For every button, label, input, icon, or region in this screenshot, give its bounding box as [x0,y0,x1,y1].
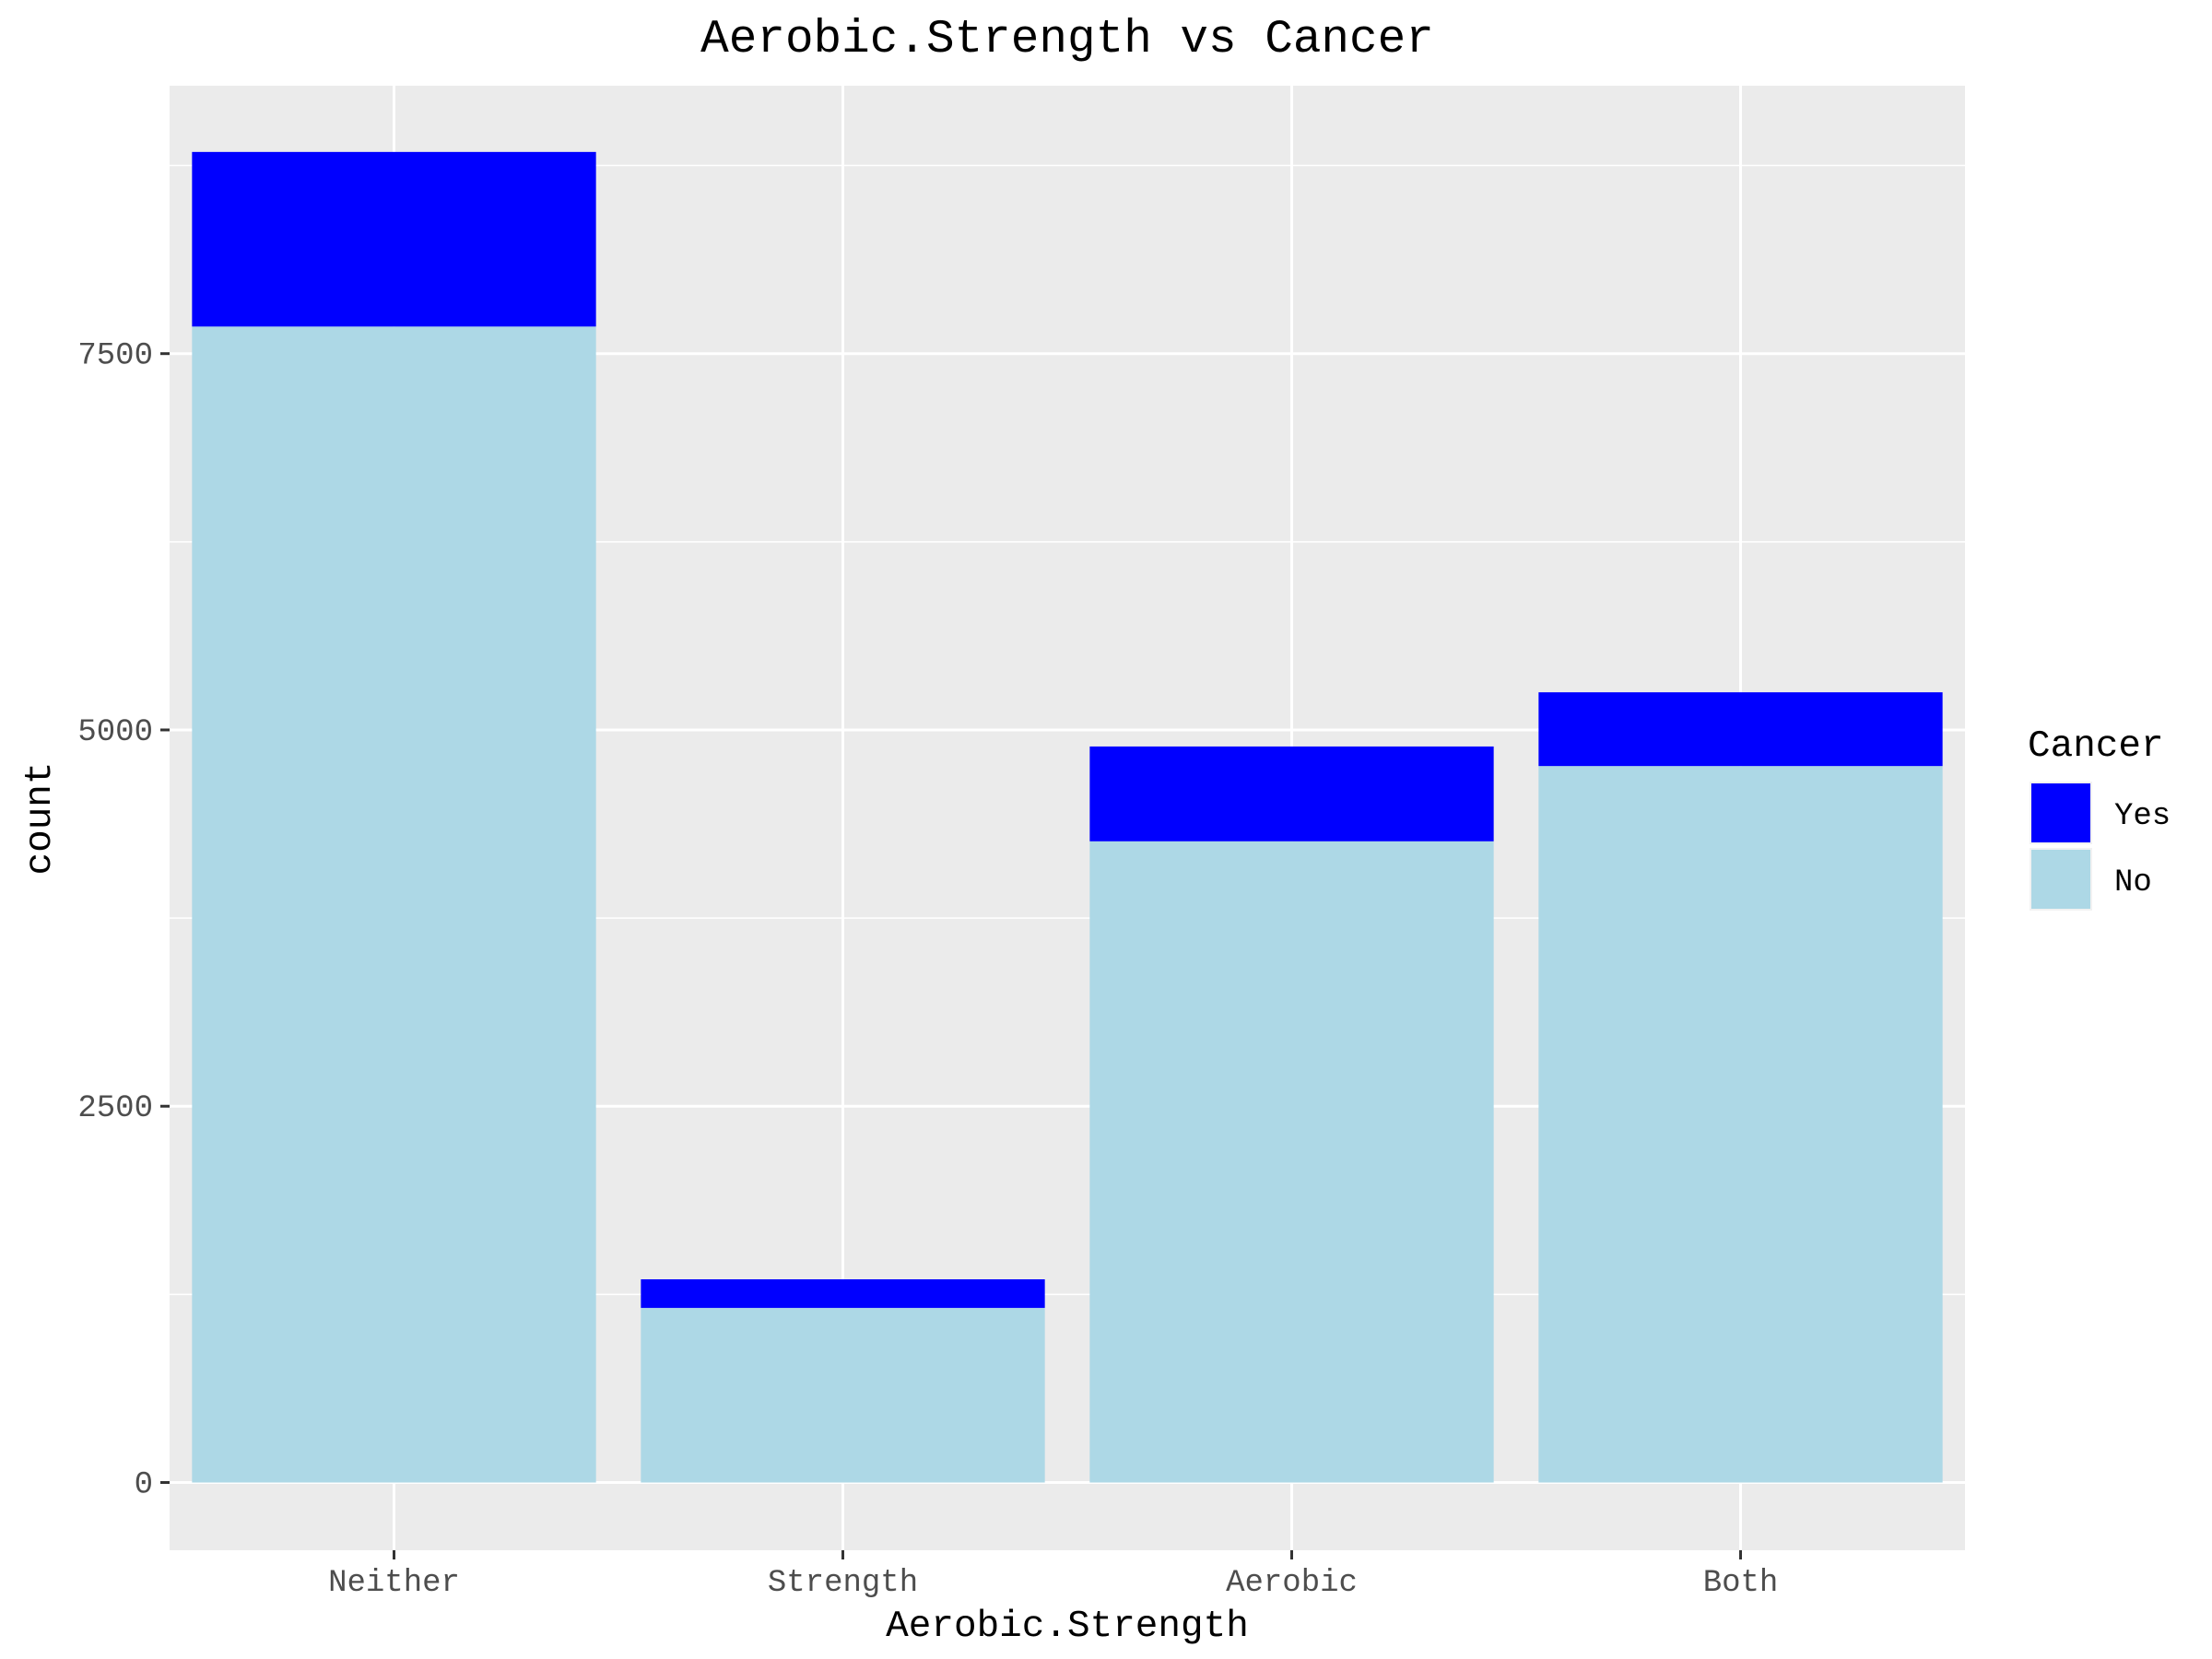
chart-title: Aerobic.Strength vs Cancer [700,14,1434,66]
bar-strength-yes [641,1279,1045,1309]
x-tick-label-strength: Strength [768,1566,918,1601]
y-tick-label: 5000 [77,715,153,750]
y-axis: 0 2500 5000 7500 [77,339,170,1503]
legend-key-yes [2031,783,2090,842]
legend-label-yes: Yes [2114,799,2171,834]
y-tick-label: 0 [135,1468,153,1503]
y-axis-title: count [19,761,62,875]
legend-label-no: No [2114,865,2152,900]
legend: Cancer Yes No [2028,725,2171,911]
x-axis: Neither Strength Aerobic Both [328,1550,1778,1601]
bar-aerobic-yes [1089,746,1494,841]
bar-both-no [1538,766,1943,1483]
bar-both-yes [1538,692,1943,767]
x-axis-title: Aerobic.Strength [886,1606,1249,1648]
bar-neither-no [192,326,596,1483]
y-tick-label: 2500 [77,1091,153,1126]
x-tick-label-neither: Neither [328,1566,460,1601]
x-tick-label-aerobic: Aerobic [1226,1566,1358,1601]
legend-title: Cancer [2028,725,2164,768]
bar-strength-no [641,1308,1045,1483]
y-tick-label: 7500 [77,339,153,374]
bar-neither-yes [192,151,596,327]
bar-aerobic-no [1089,841,1494,1483]
bars [192,151,1943,1483]
legend-key-no [2031,850,2090,909]
legend-items: Yes No [2030,782,2171,911]
x-tick-label-both: Both [1703,1566,1779,1601]
